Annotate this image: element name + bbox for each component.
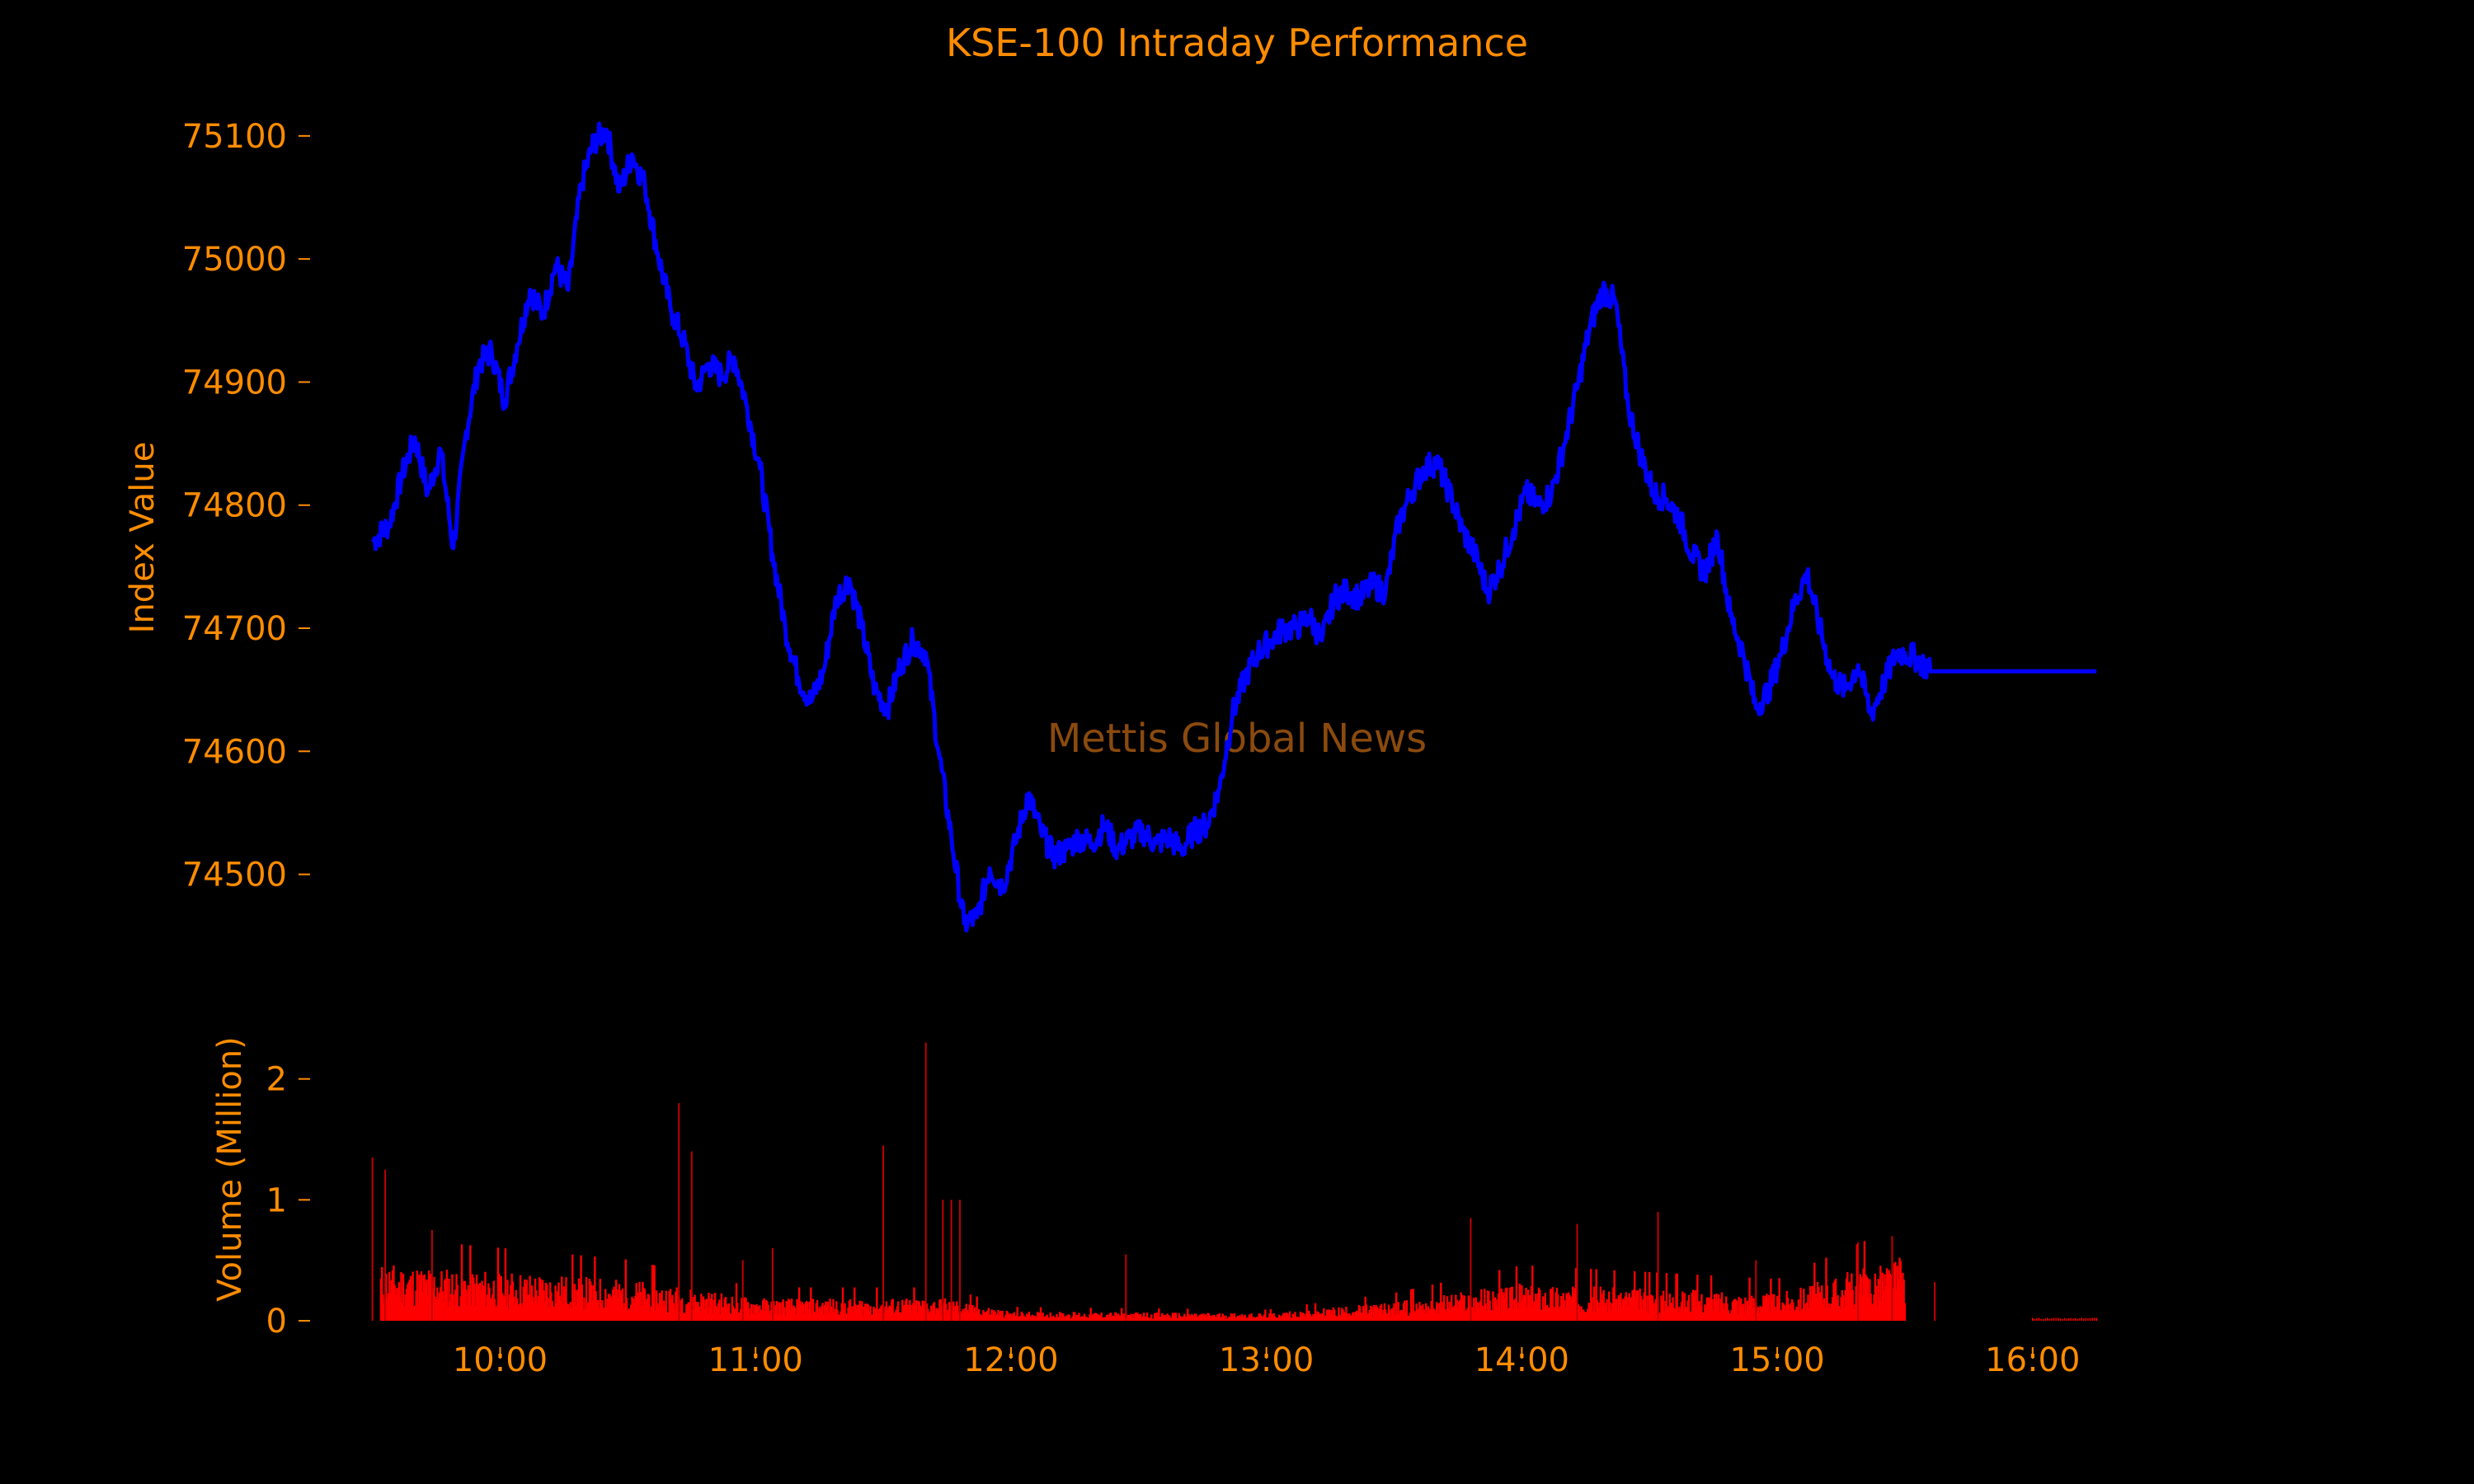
volume-tick-label: 1 xyxy=(266,1181,287,1219)
time-tick-label: 10:00 xyxy=(453,1341,548,1379)
time-x-axis: 10:00 11:00 12:00 13:00 14:00 15:00 16:00 xyxy=(453,1341,2081,1379)
price-tick-label: 75100 xyxy=(182,118,287,156)
price-tick-label: 74600 xyxy=(182,733,287,771)
time-tick-label: 14:00 xyxy=(1475,1341,1569,1379)
volume-tick-label: 0 xyxy=(266,1303,287,1341)
price-tick-label: 74500 xyxy=(182,857,287,895)
price-axis-label: Index Value xyxy=(124,442,162,634)
price-tick-label: 74700 xyxy=(182,610,287,648)
time-tick-label: 13:00 xyxy=(1219,1341,1314,1379)
volume-bars xyxy=(371,1042,2098,1321)
price-tick-label: 75000 xyxy=(182,241,287,279)
time-tick-label: 11:00 xyxy=(708,1341,803,1379)
time-tick-label: 16:00 xyxy=(1985,1341,2080,1379)
time-tick-label: 15:00 xyxy=(1729,1341,1824,1379)
price-y-axis: 74500 74600 74700 74800 74900 75000 75100 xyxy=(182,118,310,895)
watermark-text: Mettis Global News xyxy=(1047,716,1427,762)
volume-axis-label: Volume (Million) xyxy=(211,1036,249,1301)
volume-y-axis: 0 1 2 xyxy=(266,1061,310,1341)
chart-title: KSE-100 Intraday Performance xyxy=(946,21,1528,65)
volume-tick-label: 2 xyxy=(266,1061,287,1099)
price-tick-label: 74800 xyxy=(182,487,287,525)
time-tick-label: 12:00 xyxy=(963,1341,1058,1379)
price-line-series xyxy=(370,121,2097,933)
price-tick-label: 74900 xyxy=(182,364,287,402)
